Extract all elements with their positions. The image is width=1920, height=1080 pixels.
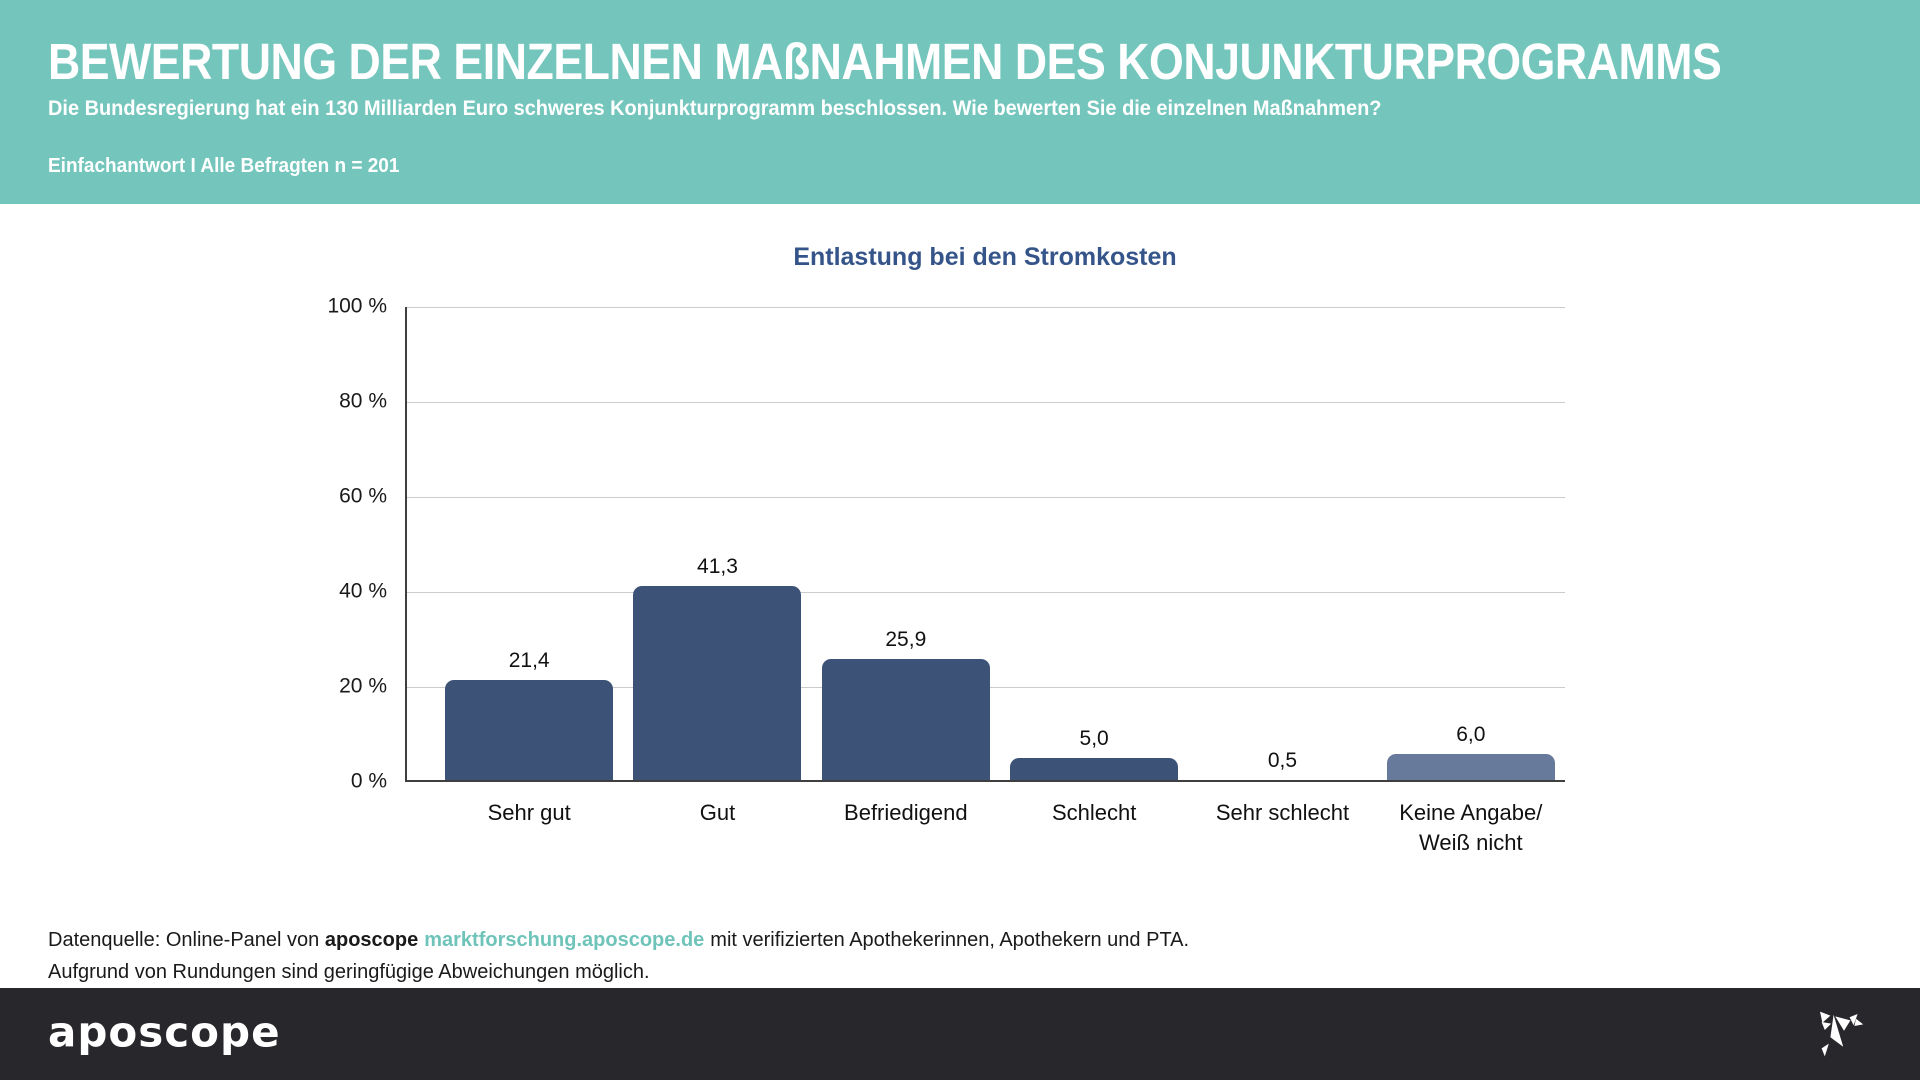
- page-title: BEWERTUNG DER EINZELNEN MAßNAHMEN DES KO…: [48, 33, 1722, 90]
- bar-schlecht: [1010, 758, 1179, 782]
- x-category-label: Keine Angabe/ Weiß nicht: [1399, 800, 1543, 855]
- header-subtitle: Die Bundesregierung hat ein 130 Milliard…: [48, 97, 1382, 120]
- category-slot: 25,9 Befriedigend: [812, 307, 1000, 825]
- category-slot: 0,5 Sehr schlecht: [1188, 307, 1376, 825]
- bar-value-label: 0,5: [1267, 748, 1298, 772]
- sample-note: Einfachantwort I Alle Befragten n = 201: [48, 155, 400, 177]
- origami-bird-icon: [1820, 1011, 1864, 1057]
- source-prefix: Datenquelle: Online-Panel von: [48, 929, 320, 951]
- source-brand: aposcope: [324, 929, 419, 951]
- category-slot: 41,3 Gut: [623, 307, 811, 825]
- y-tick-label: 0 %: [350, 769, 387, 793]
- x-category-label: Gut: [699, 800, 736, 825]
- plot-area: 21,4 Sehr gut 41,3 Gut 25,9 Befriedigend 5,0 Sc…: [405, 307, 1565, 855]
- bar-value-label: 5,0: [1079, 727, 1109, 751]
- bar-value-label: 41,3: [697, 554, 738, 578]
- bar-keine-angabe-wei-nicht: [1386, 753, 1555, 782]
- bar-value-label: 21,4: [508, 649, 550, 673]
- y-tick-label: 20 %: [339, 674, 387, 698]
- bars-container: 21,4 Sehr gut 41,3 Gut 25,9 Befriedigend 5,0 Sc…: [435, 307, 1565, 855]
- chart-title: Entlastung bei den Stromkosten: [793, 243, 1177, 271]
- y-gridline: [407, 402, 1565, 403]
- bar-sehr-gut: [445, 680, 614, 782]
- x-axis-line: [407, 780, 1565, 782]
- source-rounding-note: Aufgrund von Rundungen sind geringfügige…: [48, 961, 650, 983]
- y-gridline: [407, 592, 1565, 593]
- source-note: Datenquelle: Online-Panel von aposcope ma…: [48, 924, 1189, 988]
- bar-befriedigend: [821, 658, 990, 782]
- y-tick-label: 40 %: [339, 579, 387, 603]
- footer-bar: aposcope: [0, 988, 1920, 1080]
- category-slot: 6,0 Keine Angabe/ Weiß nicht: [1377, 307, 1565, 855]
- y-tick-label: 60 %: [339, 484, 387, 508]
- y-gridline: [407, 307, 1565, 308]
- plot-wrap: 21,4 Sehr gut 41,3 Gut 25,9 Befriedigend 5,0 Sc…: [327, 295, 1565, 855]
- x-category-label: Sehr schlecht: [1215, 800, 1350, 825]
- bar-value-label: 25,9: [885, 627, 927, 651]
- y-tick-label: 80 %: [339, 389, 387, 413]
- aposcope-logo: aposcope: [48, 1007, 281, 1057]
- category-slot: 5,0 Schlecht: [1000, 307, 1188, 825]
- x-category-label: Sehr gut: [487, 800, 571, 825]
- x-category-label: Schlecht: [1051, 800, 1137, 825]
- header-band: BEWERTUNG DER EINZELNEN MAßNAHMEN DES KO…: [0, 0, 1920, 204]
- source-suffix: mit verifizierten Apothekerinnen, Apothe…: [710, 929, 1190, 951]
- bar-value-label: 6,0: [1456, 722, 1486, 746]
- bar-gut: [633, 585, 802, 782]
- source-link[interactable]: marktforschung.aposcope.de: [424, 929, 705, 951]
- y-gridline: [407, 497, 1565, 498]
- y-tick-label: 100 %: [327, 294, 387, 318]
- x-category-label: Befriedigend: [844, 800, 968, 825]
- category-slot: 21,4 Sehr gut: [435, 307, 623, 825]
